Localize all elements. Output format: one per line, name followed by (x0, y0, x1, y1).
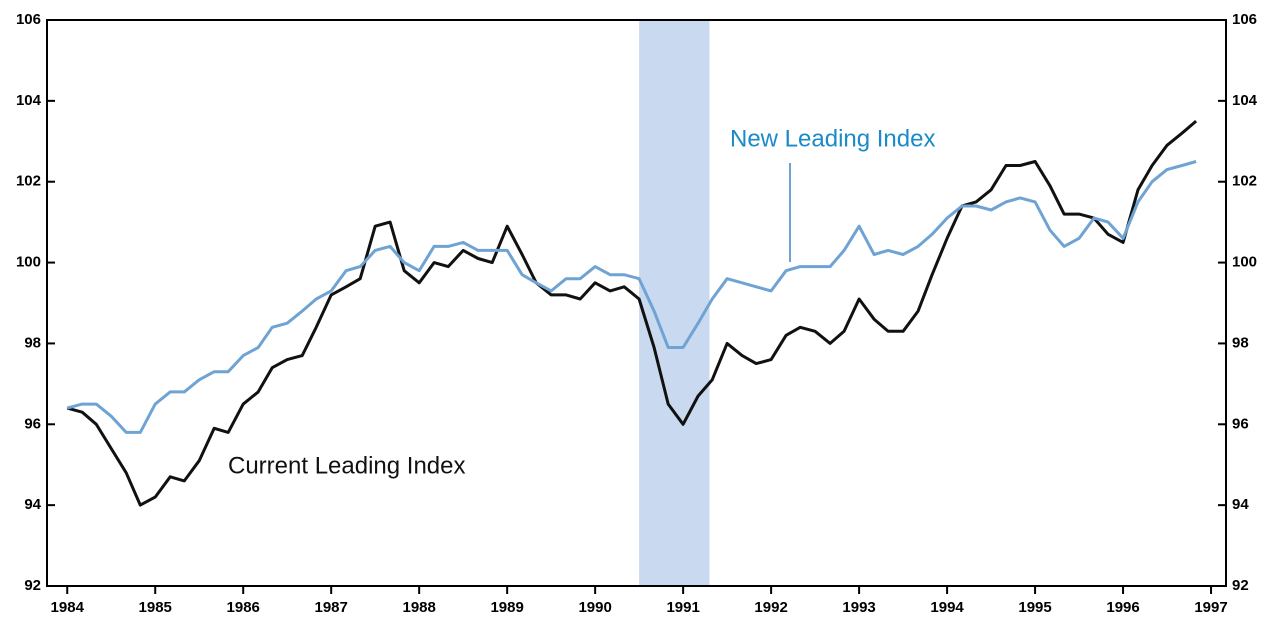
y-tick-label: 96 (24, 415, 41, 432)
y2-tick-label: 104 (1232, 92, 1258, 109)
plot-frame (46, 19, 1227, 587)
y2-tick-label: 100 (1232, 254, 1257, 271)
y-tick-label: 98 (24, 334, 41, 351)
series-label: New Leading Index (730, 125, 935, 152)
y2-tick-label: 102 (1232, 173, 1257, 190)
y2-tick-label: 96 (1232, 415, 1249, 432)
y-tick-label: 94 (24, 496, 41, 513)
series-label: Current Leading Index (228, 452, 466, 479)
x-tick-label: 1993 (842, 599, 875, 616)
x-tick-label: 1986 (227, 599, 260, 616)
x-tick-label: 1985 (139, 599, 172, 616)
x-tick-label: 1987 (315, 599, 348, 616)
y-tick-label: 102 (16, 173, 41, 190)
y-tick-label: 92 (24, 577, 41, 594)
x-tick-label: 1994 (930, 599, 964, 616)
series-line (66, 119, 1198, 507)
series-line (66, 160, 1197, 434)
x-tick-label: 1990 (578, 599, 611, 616)
y-tick-label: 104 (16, 92, 42, 109)
y2-tick-label: 98 (1232, 334, 1249, 351)
x-tick-label: 1984 (51, 599, 85, 616)
y-tick-label: 106 (16, 11, 41, 28)
y2-tick-label: 106 (1232, 11, 1257, 28)
x-tick-label: 1997 (1194, 599, 1227, 616)
x-tick-label: 1992 (754, 599, 787, 616)
x-tick-label: 1991 (666, 599, 699, 616)
x-tick-label: 1988 (402, 599, 435, 616)
y-tick-label: 100 (16, 254, 41, 271)
x-tick-label: 1989 (490, 599, 523, 616)
y2-tick-label: 94 (1232, 496, 1249, 513)
y2-tick-label: 92 (1232, 577, 1249, 594)
x-tick-label: 1995 (1018, 599, 1051, 616)
x-tick-label: 1996 (1106, 599, 1139, 616)
